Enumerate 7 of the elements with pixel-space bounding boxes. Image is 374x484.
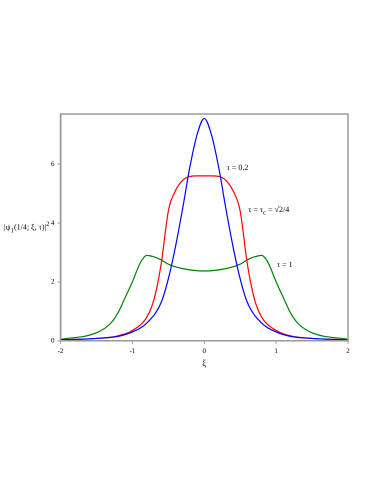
series-label: τ = τ$_{c}$ = √2/4 <box>248 205 290 217</box>
line-series <box>60 118 348 341</box>
x-axis-title: ξ <box>202 358 206 368</box>
series-label: τ = 1 <box>276 260 293 269</box>
series-label: τ = 0.2 <box>226 162 248 172</box>
y-axis-title: |ψ$_{1}$(1/4; ξ, τ)|$^{2}$ <box>4 220 50 234</box>
line-series <box>60 254 348 340</box>
